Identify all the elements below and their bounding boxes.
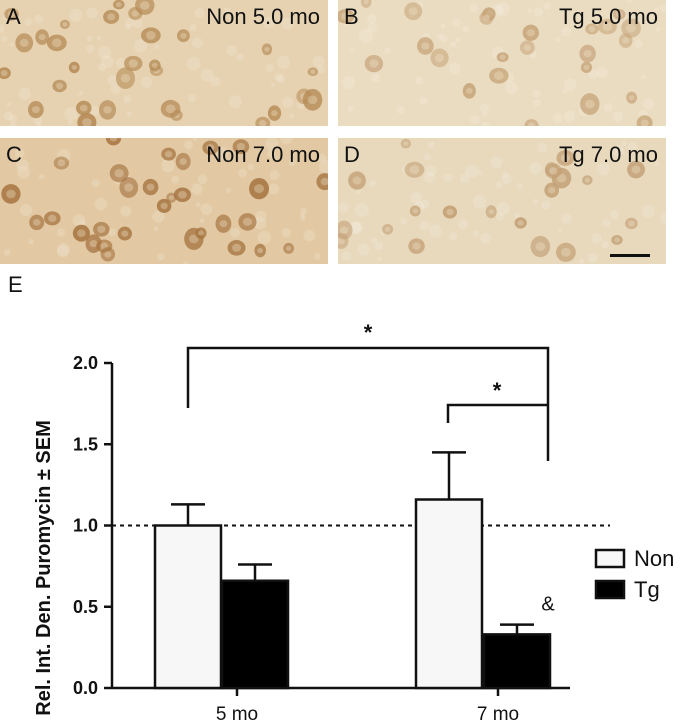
tissue-image [0,0,328,126]
panel-letter: B [344,4,359,29]
legend: Non Tg [594,546,674,602]
micrograph-panel-a: A Non 5.0 mo [0,0,328,126]
x-tick-label: 5 mo [216,704,258,725]
legend-label-non: Non [634,546,674,571]
bar-non-7mo [414,498,484,690]
legend-label-tg: Tg [634,577,660,602]
tissue-image [338,138,666,264]
micrograph-panel-d: D Tg 7.0 mo [338,138,666,264]
panel-title: Tg 5.0 mo [558,4,658,29]
y-axis: 0.0 0.5 1.0 1.5 2.0 [73,353,114,698]
panel-title: Non 5.0 mo [206,4,320,29]
bar-tg-5mo [220,579,290,690]
tissue-image [0,138,328,264]
panel-letter-e: E [8,272,23,297]
panel-letter: D [344,142,360,167]
panel-letter: A [6,4,21,29]
panel-title: Tg 7.0 mo [558,142,658,167]
x-tick-label: 7 mo [477,704,519,725]
y-axis-label: Rel. Int. Den. Puromycin ± SEM [33,420,55,715]
y-tick-label: 0.0 [73,678,98,698]
ampersand-annotation: & [541,594,555,616]
micrograph-panel-c: C Non 7.0 mo [0,138,328,264]
bar-tg-7mo [482,633,552,690]
y-tick-label: 0.5 [73,597,98,617]
panel-title: Non 7.0 mo [206,142,320,167]
scale-bar [610,254,650,257]
y-tick-label: 2.0 [73,353,98,373]
significance-star-inner: * [493,378,502,403]
micrograph-panel-b: B Tg 5.0 mo [338,0,666,126]
bar-non-5mo [153,524,223,690]
tissue-image [338,0,666,126]
y-tick-label: 1.0 [73,516,98,536]
legend-swatch-non [594,548,626,569]
bracket-inner [446,403,548,423]
bars [153,451,552,690]
legend-swatch-tg [594,579,626,600]
significance-brackets: * * & [186,320,555,616]
significance-star-outer: * [364,320,373,345]
y-tick-label: 1.5 [73,434,98,454]
panel-letter: C [6,142,22,167]
bar-chart: E Rel. Int. Den. Puromycin ± SEM 0.0 0.5 1… [8,272,674,725]
